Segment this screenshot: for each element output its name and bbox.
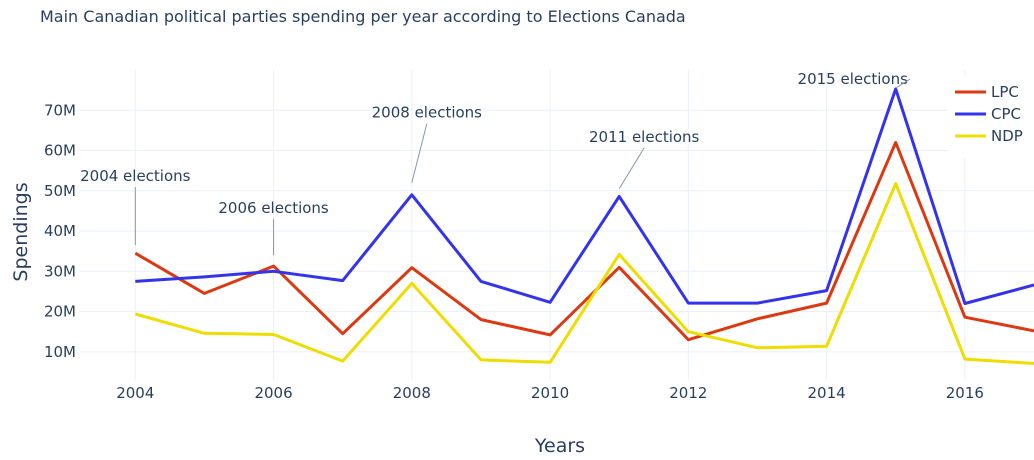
series-line-cpc[interactable] <box>135 87 1034 305</box>
series-line-ndp[interactable] <box>134 182 1034 365</box>
x-tick-label: 2004 <box>116 384 154 402</box>
annotation-arrow <box>895 78 911 89</box>
x-axis-title: Years <box>534 435 585 457</box>
y-tick-label: 50M <box>44 182 76 200</box>
legend-background <box>948 76 1034 158</box>
legend[interactable]: LPC CPC NDP <box>948 76 1034 158</box>
x-tick-label: 2016 <box>946 384 984 402</box>
annotation-label: 2011 elections <box>589 128 700 146</box>
x-tick-label: 2006 <box>254 384 292 402</box>
annotation-label: 2008 elections <box>372 104 483 122</box>
series-lines <box>134 87 1034 365</box>
y-tick-label: 40M <box>44 222 76 240</box>
annotation-label: 2006 elections <box>218 199 329 217</box>
annotation-label: 2004 elections <box>80 167 191 185</box>
x-tick-label: 2010 <box>531 384 569 402</box>
y-axis-title: Spendings <box>10 182 32 281</box>
x-tick-label: 2014 <box>808 384 846 402</box>
x-tick-label: 2012 <box>669 384 707 402</box>
annotations: 2004 elections 2006 elections 2008 electio… <box>80 70 911 256</box>
y-tick-label: 60M <box>44 142 76 160</box>
annotation-label: 2015 elections <box>798 70 909 88</box>
legend-label-lpc[interactable]: LPC <box>991 83 1019 101</box>
y-tick-label: 20M <box>44 303 76 321</box>
y-axis-ticks: 10M 20M 30M 40M 50M 60M 70M <box>44 101 76 361</box>
x-tick-label: 2008 <box>393 384 431 402</box>
legend-label-ndp[interactable]: NDP <box>991 127 1023 145</box>
y-tick-label: 10M <box>44 343 76 361</box>
y-tick-label: 70M <box>44 101 76 119</box>
series-line-lpc[interactable] <box>134 141 1034 342</box>
x-axis-ticks: 2004 2006 2008 2010 2012 2014 2016 <box>116 384 984 402</box>
annotation-arrow <box>411 123 428 183</box>
chart-title: Main Canadian political parties spending… <box>40 7 686 26</box>
legend-label-cpc[interactable]: CPC <box>991 105 1021 123</box>
annotation-arrow <box>618 147 645 190</box>
y-tick-label: 30M <box>44 262 76 280</box>
